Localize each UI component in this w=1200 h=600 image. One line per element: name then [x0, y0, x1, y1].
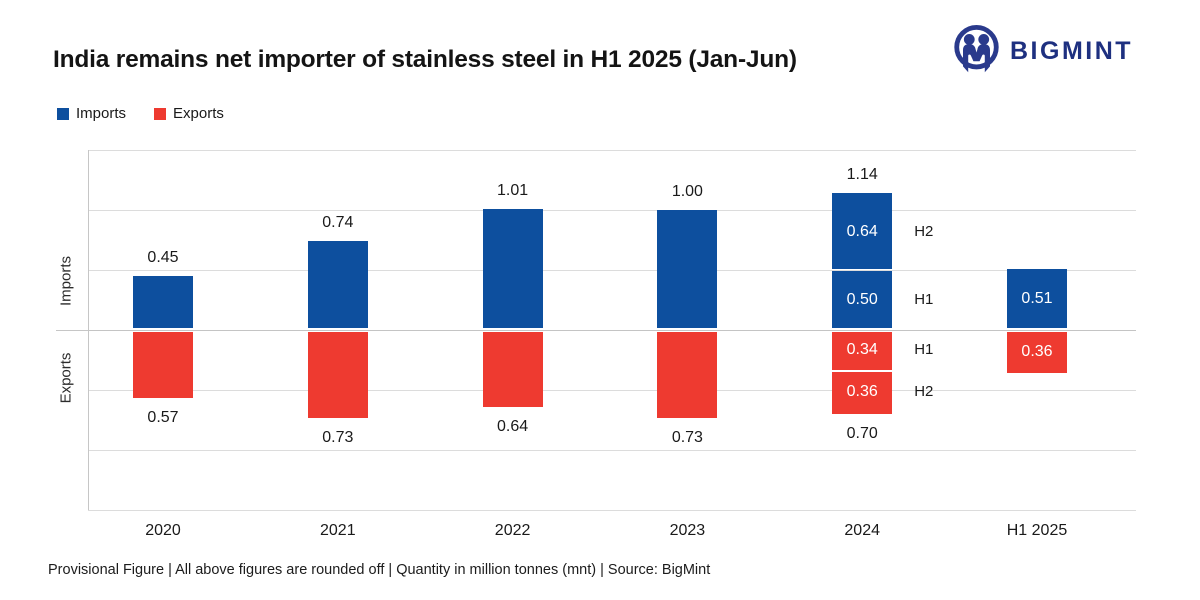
bar-total-label: 0.70: [846, 425, 878, 442]
chart-legend: Imports Exports: [57, 105, 224, 122]
exports-bar-segment: [657, 332, 718, 418]
bar-total-label: 0.74: [322, 214, 354, 232]
legend-exports-label: Exports: [173, 105, 224, 122]
bar-total-label: 0.45: [147, 249, 179, 266]
x-tick-label: 2020: [145, 522, 181, 539]
bar-value-label: 0.34: [846, 341, 878, 359]
stack-period-label: H1: [914, 341, 934, 359]
bar-total-label: 0.73: [322, 428, 354, 446]
bar-total-label: 0.73: [671, 428, 703, 446]
bar-total-label: 0.57: [147, 409, 179, 427]
baseline-gridline: [88, 329, 1136, 331]
bar-value-label: 0.36: [1021, 342, 1053, 360]
brand-logo: BIGMINT: [953, 24, 1133, 78]
source-note: Provisional Figure | All above figures a…: [48, 562, 711, 578]
gridline: [88, 209, 1136, 211]
exports-bar-segment: [133, 332, 193, 399]
imports-bar-segment: [482, 208, 543, 328]
bar-total-label: 1.00: [671, 183, 703, 200]
page-title: India remains net importer of stainless …: [53, 46, 797, 73]
stack-period-label: H1: [914, 291, 934, 308]
bar-total-label: 0.64: [497, 417, 529, 435]
bar-value-label: 0.36: [846, 383, 878, 401]
legend-imports-label: Imports: [76, 105, 127, 122]
exports-bar-segment: [832, 332, 893, 370]
gridline: [88, 449, 1136, 451]
y-axis-line: [88, 150, 89, 510]
gridline: [88, 269, 1136, 271]
x-tick-label: 2022: [494, 522, 531, 539]
exports-bar-segment: [832, 371, 893, 414]
brand-logo-text: BIGMINT: [1010, 36, 1134, 65]
x-tick-label: 2024: [844, 522, 880, 539]
imports-bar-segment: [832, 193, 893, 269]
imports-bar-segment: [307, 241, 368, 328]
x-tick-label: 2021: [320, 522, 356, 539]
imports-bar-segment: [832, 271, 893, 328]
y-axis-zero-tick: [56, 329, 88, 331]
gridline: [88, 389, 1136, 391]
bar-value-label: 0.51: [1021, 290, 1053, 308]
bar-value-label: 0.50: [846, 291, 878, 308]
imports-bar-segment: [133, 276, 193, 328]
legend-item-exports: Exports: [154, 105, 224, 122]
bigmint-logo-icon: [953, 24, 1000, 78]
gridline: [88, 509, 1136, 511]
legend-item-imports: Imports: [57, 105, 126, 122]
imports-bar-segment: [1007, 268, 1067, 328]
gridline: [88, 149, 1136, 151]
exports-bar-segment: [1007, 332, 1067, 374]
bar-total-label: 1.14: [846, 166, 878, 184]
imports-swatch-icon: [57, 107, 69, 120]
x-tick-label: 2023: [669, 522, 706, 539]
stack-period-label: H2: [914, 383, 934, 401]
bar-value-label: 0.64: [846, 222, 878, 240]
exports-bar-segment: [307, 332, 368, 418]
stack-period-label: H2: [914, 222, 934, 240]
imports-bar-segment: [657, 210, 718, 328]
bar-total-label: 1.01: [497, 181, 529, 199]
exports-swatch-icon: [154, 107, 167, 120]
exports-bar-segment: [482, 332, 543, 407]
x-tick-label: H1 2025: [1006, 522, 1068, 539]
